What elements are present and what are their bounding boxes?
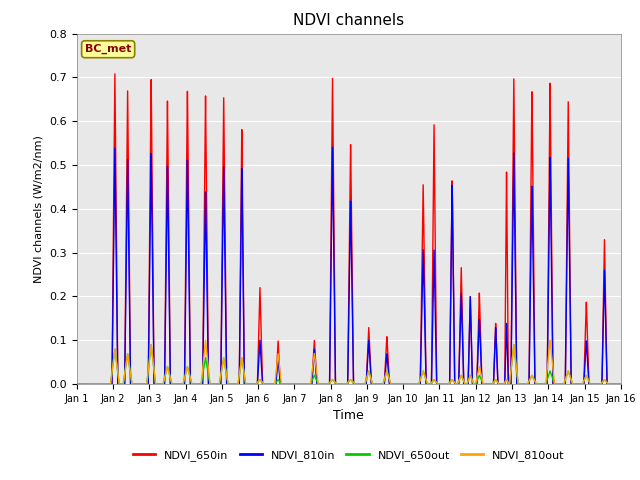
NDVI_650in bbox=[617, 381, 625, 387]
NDVI_810in bbox=[617, 381, 625, 387]
NDVI_810in bbox=[281, 381, 289, 387]
NDVI_650out bbox=[172, 381, 179, 387]
NDVI_810in bbox=[427, 381, 435, 387]
NDVI_650out bbox=[427, 381, 435, 386]
NDVI_810out bbox=[399, 381, 407, 387]
NDVI_650out bbox=[479, 380, 486, 386]
NDVI_650out bbox=[73, 381, 81, 387]
NDVI_810out bbox=[479, 380, 486, 385]
Text: BC_met: BC_met bbox=[85, 44, 131, 54]
NDVI_810out bbox=[172, 381, 179, 387]
NDVI_650in bbox=[399, 381, 407, 387]
Line: NDVI_810in: NDVI_810in bbox=[77, 147, 621, 384]
NDVI_810out bbox=[617, 381, 625, 387]
NDVI_650out bbox=[617, 381, 625, 387]
Legend: NDVI_650in, NDVI_810in, NDVI_650out, NDVI_810out: NDVI_650in, NDVI_810in, NDVI_650out, NDV… bbox=[129, 445, 569, 466]
NDVI_810out bbox=[427, 381, 435, 386]
Line: NDVI_650in: NDVI_650in bbox=[77, 74, 621, 384]
NDVI_810in bbox=[172, 381, 179, 387]
Title: NDVI channels: NDVI channels bbox=[293, 13, 404, 28]
NDVI_810in bbox=[479, 381, 486, 387]
NDVI_650out bbox=[510, 342, 518, 348]
NDVI_810out bbox=[202, 337, 209, 343]
NDVI_650in bbox=[73, 381, 81, 387]
Y-axis label: NDVI channels (W/m2/nm): NDVI channels (W/m2/nm) bbox=[34, 135, 44, 283]
NDVI_650out bbox=[281, 381, 289, 387]
NDVI_810in bbox=[329, 144, 337, 150]
NDVI_810out bbox=[281, 381, 289, 387]
NDVI_810out bbox=[73, 381, 81, 387]
NDVI_650in bbox=[111, 71, 119, 77]
NDVI_650in bbox=[520, 381, 528, 387]
X-axis label: Time: Time bbox=[333, 409, 364, 422]
NDVI_650in bbox=[172, 381, 180, 387]
NDVI_810out bbox=[520, 381, 528, 387]
Line: NDVI_810out: NDVI_810out bbox=[77, 340, 621, 384]
NDVI_810in bbox=[399, 381, 407, 387]
NDVI_810in bbox=[520, 381, 528, 387]
NDVI_650out bbox=[399, 381, 407, 387]
NDVI_650in bbox=[281, 381, 289, 387]
NDVI_650out bbox=[520, 381, 528, 387]
NDVI_650in bbox=[479, 381, 486, 387]
Line: NDVI_650out: NDVI_650out bbox=[77, 345, 621, 384]
NDVI_810in bbox=[73, 381, 81, 387]
NDVI_650in bbox=[427, 381, 435, 387]
